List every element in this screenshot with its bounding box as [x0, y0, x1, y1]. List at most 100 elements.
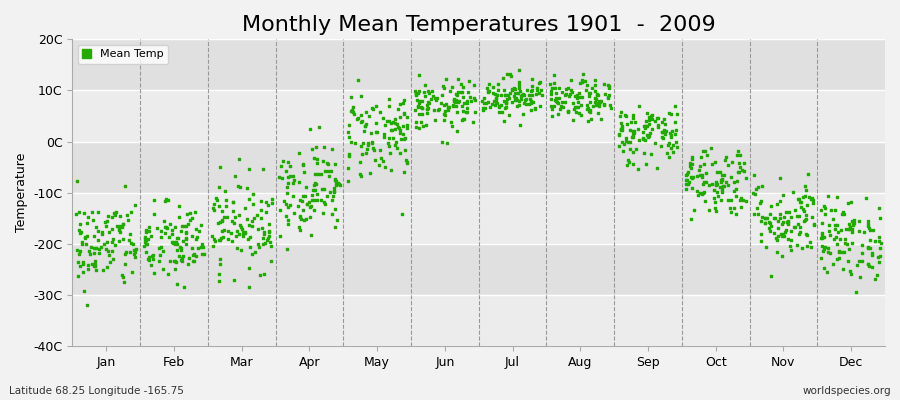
- Point: [464, 98, 479, 105]
- Point: [627, 119, 642, 126]
- Point: [822, 228, 836, 235]
- Point: [762, 220, 777, 226]
- Point: [87, 263, 102, 269]
- Point: [206, 204, 220, 211]
- Point: [161, 270, 176, 277]
- Point: [449, 96, 464, 103]
- Point: [778, 226, 793, 233]
- Point: [871, 254, 886, 260]
- Point: [451, 88, 465, 95]
- Point: [322, 173, 337, 180]
- Point: [750, 186, 764, 192]
- Point: [516, 91, 530, 98]
- Point: [330, 180, 345, 187]
- Point: [179, 222, 194, 229]
- Point: [411, 125, 426, 131]
- Point: [626, 134, 641, 140]
- Point: [408, 88, 422, 94]
- Point: [395, 211, 410, 217]
- Point: [586, 103, 600, 110]
- Point: [734, 204, 748, 210]
- Point: [175, 223, 189, 229]
- Point: [341, 151, 356, 157]
- Point: [383, 167, 398, 173]
- Point: [737, 168, 751, 174]
- Point: [369, 128, 383, 135]
- Point: [698, 198, 712, 204]
- Point: [495, 109, 509, 116]
- Point: [295, 198, 310, 204]
- Point: [355, 150, 369, 157]
- Point: [581, 90, 596, 96]
- Point: [448, 90, 463, 97]
- Point: [314, 171, 328, 177]
- Point: [571, 99, 585, 105]
- Point: [418, 93, 432, 100]
- Point: [146, 252, 160, 258]
- Point: [683, 160, 698, 166]
- Point: [456, 116, 471, 122]
- Point: [655, 133, 670, 140]
- Point: [850, 262, 864, 268]
- Point: [837, 249, 851, 256]
- Point: [306, 187, 320, 193]
- Point: [176, 284, 191, 291]
- Point: [734, 167, 749, 173]
- Point: [601, 94, 616, 101]
- Point: [125, 269, 140, 275]
- Point: [242, 196, 256, 202]
- Point: [821, 245, 835, 252]
- Point: [345, 107, 359, 113]
- Point: [310, 190, 324, 197]
- Point: [296, 193, 310, 200]
- Point: [860, 220, 875, 227]
- Point: [491, 86, 505, 93]
- Point: [342, 134, 356, 140]
- Point: [71, 226, 86, 233]
- Point: [325, 210, 339, 217]
- Point: [544, 106, 559, 112]
- Point: [770, 225, 785, 232]
- Point: [575, 76, 590, 83]
- Point: [832, 236, 847, 242]
- Point: [163, 221, 177, 228]
- Point: [727, 178, 742, 185]
- Point: [794, 204, 808, 210]
- Point: [668, 103, 682, 110]
- Point: [814, 220, 829, 226]
- Point: [709, 208, 724, 214]
- Point: [225, 238, 239, 244]
- Point: [494, 92, 508, 98]
- Point: [415, 98, 429, 104]
- Point: [88, 244, 103, 251]
- Point: [260, 202, 274, 208]
- Point: [724, 174, 738, 180]
- Point: [842, 268, 857, 274]
- Point: [341, 129, 356, 135]
- Point: [632, 103, 646, 110]
- Point: [697, 181, 711, 187]
- Point: [366, 147, 381, 153]
- Point: [292, 150, 307, 156]
- Point: [618, 112, 633, 119]
- Point: [534, 86, 548, 93]
- Point: [715, 176, 729, 183]
- Bar: [72, 90, 885, 142]
- Point: [544, 88, 558, 94]
- Point: [518, 100, 532, 106]
- Point: [828, 207, 842, 213]
- Point: [872, 238, 886, 245]
- Point: [770, 218, 785, 225]
- Point: [428, 117, 442, 124]
- Point: [861, 263, 876, 269]
- Point: [832, 229, 846, 236]
- Point: [345, 108, 359, 114]
- Point: [793, 224, 807, 230]
- Point: [692, 163, 706, 169]
- Point: [225, 218, 239, 225]
- Point: [529, 91, 544, 97]
- Point: [100, 239, 114, 245]
- Point: [302, 214, 317, 220]
- Point: [254, 215, 268, 222]
- Point: [583, 90, 598, 96]
